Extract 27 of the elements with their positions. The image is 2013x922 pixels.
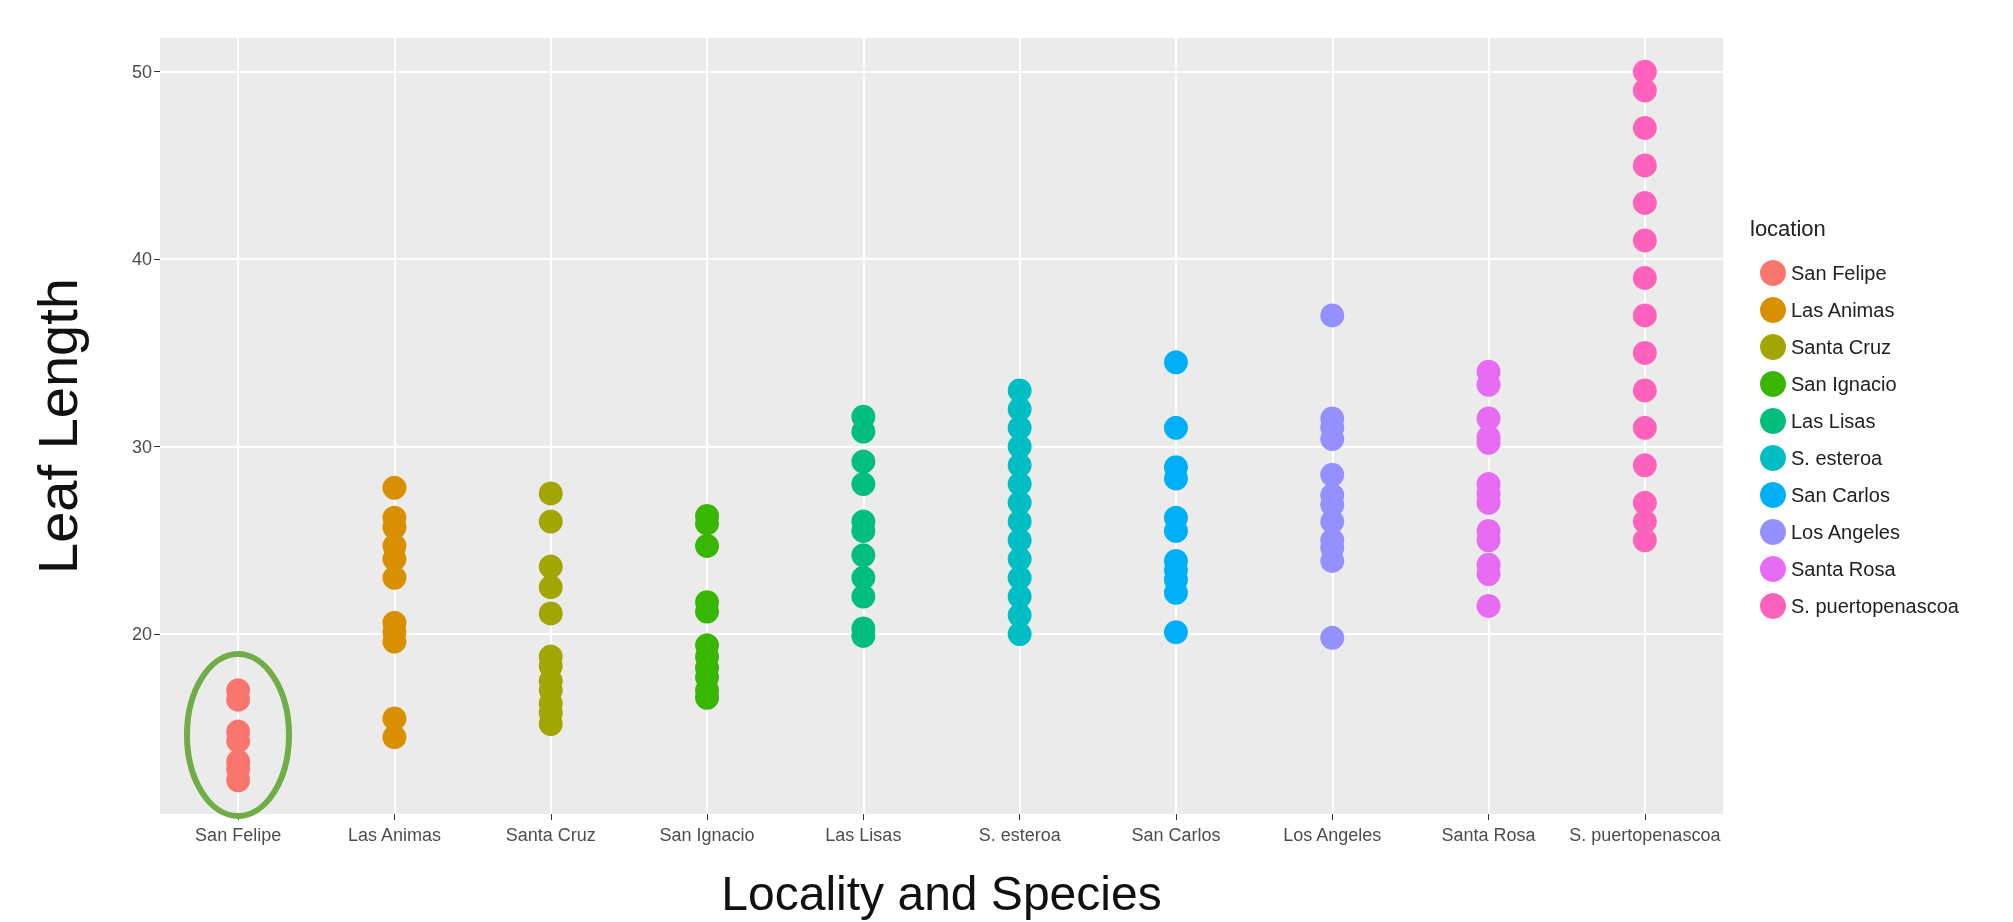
x-tick-label: San Felipe xyxy=(195,825,282,845)
legend-label: Santa Cruz xyxy=(1791,336,1892,358)
x-tick-label: Los Angeles xyxy=(1283,825,1382,845)
y-tick-label: 20 xyxy=(131,624,152,645)
x-tick-label: Las Lisas xyxy=(825,825,902,845)
x-tick-label: S. esteroa xyxy=(978,825,1062,845)
y-axis-title: Leaf Length xyxy=(25,278,89,574)
y-tick-label: 30 xyxy=(131,436,152,457)
y-tick-label: 40 xyxy=(131,249,152,270)
legend-title: location xyxy=(1750,215,1826,241)
x-tick-label: Las Animas xyxy=(347,825,441,845)
legend-label: San Ignacio xyxy=(1791,373,1897,395)
x-tick-label: San Carlos xyxy=(1131,825,1221,845)
legend-label: Los Angeles xyxy=(1791,521,1900,543)
legend-label: Las Lisas xyxy=(1791,410,1876,432)
x-axis-title: Locality and Species xyxy=(721,866,1162,920)
x-tick-label: San Ignacio xyxy=(659,825,755,845)
x-tick-label: Santa Cruz xyxy=(505,825,596,845)
legend-label: San Felipe xyxy=(1791,262,1887,284)
legend-label: Las Animas xyxy=(1791,299,1895,321)
legend-label: S. esteroa xyxy=(1791,447,1884,469)
y-tick-label: 50 xyxy=(131,61,152,82)
legend-label: San Carlos xyxy=(1791,484,1890,506)
x-tick-label: Santa Rosa xyxy=(1441,825,1537,845)
x-tick-label: S. puertopenascoa xyxy=(1569,825,1722,845)
legend-label: S. puertopenascoa xyxy=(1791,595,1960,617)
legend-label: Santa Rosa xyxy=(1791,558,1897,580)
